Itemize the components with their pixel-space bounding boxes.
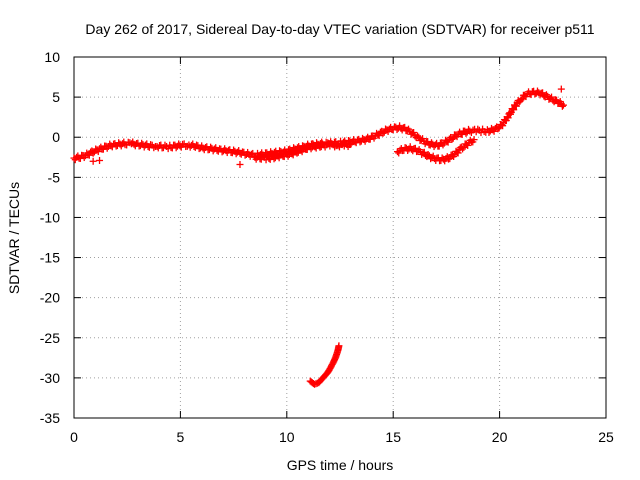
plot-frame [73,56,607,419]
data-point [89,157,97,165]
y-tick-label: -10 [40,209,60,225]
data-point [466,127,474,135]
data-point [410,128,418,136]
data-point [499,122,507,130]
data-point [517,96,525,104]
y-tick-label: -25 [40,330,60,346]
data-point [510,106,518,114]
grid-lines [74,57,606,418]
data-point [444,138,452,146]
x-tick-labels: 0 5 10 15 20 25 [70,429,614,445]
data-point [557,85,565,93]
data-point [293,149,301,157]
data-point [469,126,477,134]
data-point [89,149,97,157]
chart-title: Day 262 of 2017, Sidereal Day-to-day VTE… [85,21,594,37]
data-point [558,102,566,110]
data-point [347,140,355,148]
data-point [512,102,520,110]
data-point [548,93,556,101]
data-points [70,85,567,388]
data-point [379,129,387,137]
data-point [420,148,428,156]
x-tick-label: 0 [70,429,78,445]
x-tick-label: 25 [598,429,614,445]
data-point [518,95,526,103]
data-point [96,156,104,164]
data-point [413,132,421,140]
y-tick-label: -15 [40,250,60,266]
data-point [542,91,550,99]
axis-ticks [73,56,607,419]
x-tick-label: 20 [492,429,508,445]
data-point [85,151,93,159]
y-tick-label: -20 [40,290,60,306]
y-tick-labels: 10 5 0 -5 -10 -15 -20 -25 -30 -35 [40,49,60,426]
y-tick-label: 0 [52,129,60,145]
data-point [270,155,278,163]
data-point [462,129,470,137]
data-point [424,151,432,159]
y-axis-label: SDTVAR / TECUs [6,182,22,294]
data-point [236,160,244,168]
data-point [539,89,547,97]
x-tick-label: 15 [385,429,401,445]
data-point [335,342,343,350]
data-point [533,87,541,95]
data-point [424,138,432,146]
y-tick-label: -35 [40,410,60,426]
data-point [448,135,456,143]
y-tick-label: -30 [40,370,60,386]
x-tick-label: 10 [279,429,295,445]
data-point [494,125,502,133]
data-point [470,136,478,144]
data-point [454,149,462,157]
data-point [375,132,383,140]
y-tick-label: -5 [48,169,61,185]
x-axis-label: GPS time / hours [287,457,394,473]
data-point [446,155,454,163]
data-point [334,142,342,150]
data-point [485,128,493,136]
data-point [459,145,467,153]
y-tick-label: 5 [52,89,60,105]
data-point [289,151,297,159]
data-point [559,101,567,109]
x-tick-label: 5 [177,429,185,445]
data-point [504,114,512,122]
data-point [401,123,409,131]
y-tick-label: 10 [44,49,60,65]
data-point [323,141,331,149]
